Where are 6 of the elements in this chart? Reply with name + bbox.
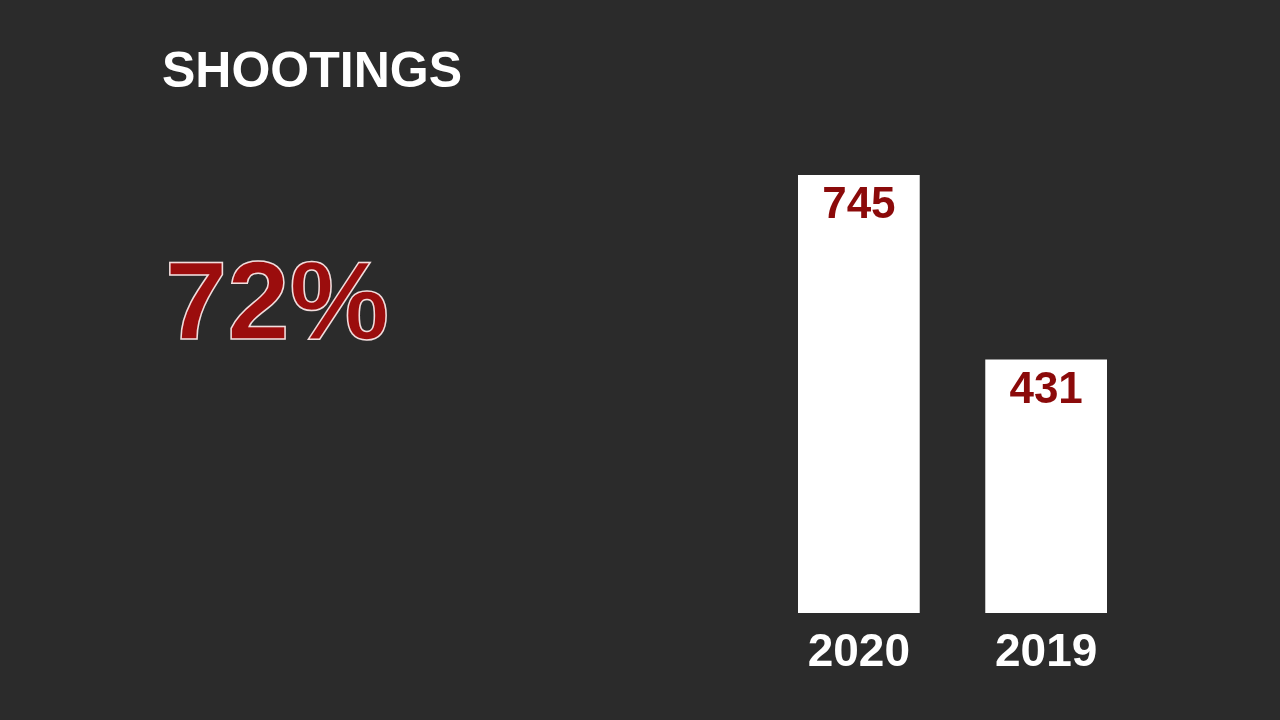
x-tick-label: 2019 (994, 624, 1098, 676)
text: 72% (165, 238, 390, 363)
data-label: 745 (822, 178, 896, 227)
text: SHOOTINGS (162, 42, 463, 98)
x-tick-label: 2020 (807, 624, 911, 676)
data-label: 431 (1009, 362, 1083, 412)
